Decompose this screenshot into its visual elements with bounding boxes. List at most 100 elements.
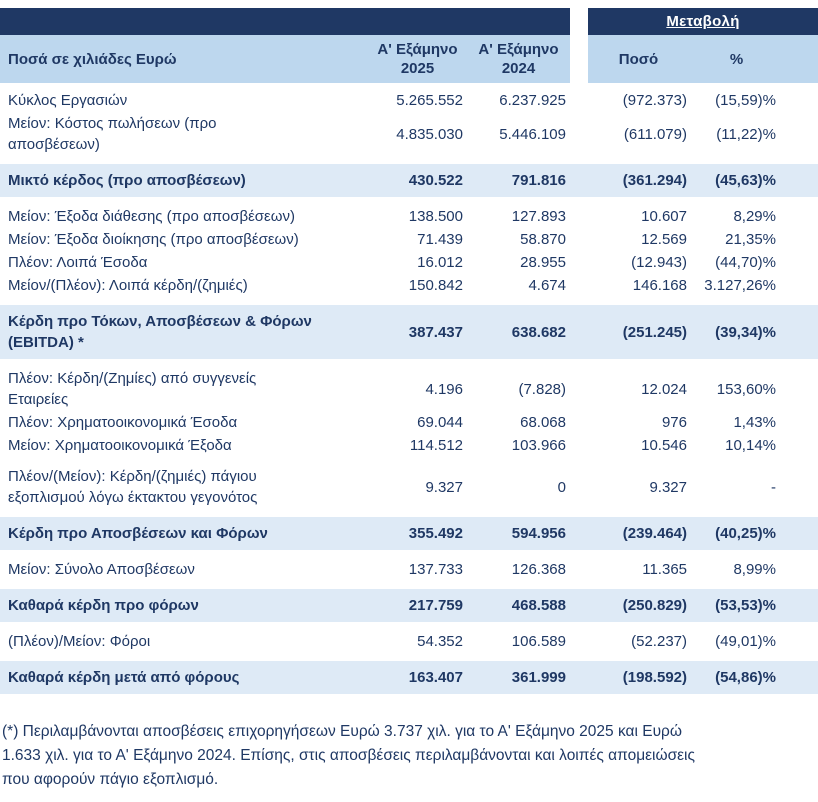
column-gap (570, 558, 588, 581)
table-header: Μεταβολή Ποσά σε χιλιάδες Ευρώ Α' Εξάμην… (0, 8, 818, 89)
value-2025: 430.522 (368, 164, 467, 197)
change-amount: 11.365 (642, 561, 687, 578)
column-gap (570, 89, 588, 112)
change-percent: 3.127,26% (704, 277, 776, 294)
row-label: Μείον: Κόστος πωλήσεων (προ αποσβέσεων) (8, 115, 217, 153)
table-row: Μείον: Κόστος πωλήσεων (προ αποσβέσεων) 4… (0, 112, 818, 156)
row-spacer (0, 297, 818, 305)
row-spacer-cell (0, 694, 818, 702)
row-spacer-cell (0, 653, 818, 661)
table-row: Πλέον: Κέρδη/(Ζημίες) από συγγενείς Εται… (0, 367, 818, 411)
value-2024: (7.828) (518, 380, 566, 398)
column-gap (570, 589, 588, 622)
value-2025: 217.759 (368, 589, 467, 622)
table-row: Κύκλος Εργασιών 5.265.552 6.237.925 (972.37… (0, 89, 818, 112)
value-2024: 127.893 (511, 208, 566, 225)
change-percent: 8,29% (733, 208, 776, 225)
row-spacer (0, 622, 818, 630)
row-spacer (0, 457, 818, 465)
row-label: Μείον: Σύνολο Αποσβέσεων (8, 561, 195, 578)
change-amount: (12.943) (631, 254, 687, 271)
row-spacer-cell (0, 156, 818, 164)
change-percent: (11,22)% (716, 125, 776, 143)
table-body: Κύκλος Εργασιών 5.265.552 6.237.925 (972.37… (0, 89, 818, 702)
table-row: Πλέον: Χρηματοοικονομικά Έσοδα 69.044 68.0… (0, 411, 818, 434)
change-amount: (198.592) (588, 661, 695, 694)
column-gap (570, 164, 588, 197)
row-label: (Πλέον)/Μείον: Φόροι (8, 633, 151, 650)
row-label: Μείον: Χρηματοοικονομικά Έξοδα (8, 437, 232, 454)
table-row: Πλέον/(Μείον): Κέρδη/(ζημιές) πάγιου εξο… (0, 465, 818, 509)
value-2025: 54.352 (417, 633, 463, 650)
row-label: Κύκλος Εργασιών (8, 92, 128, 109)
column-gap (570, 35, 588, 89)
column-gap (570, 305, 588, 359)
col-header-period-2024: Α' Εξάμηνο 2024 (467, 35, 570, 89)
change-amount: 12.024 (641, 380, 687, 398)
table-row: Μείον/(Πλέον): Λοιπά κέρδη/(ζημιές) 150.8… (0, 274, 818, 297)
column-gap (570, 434, 588, 457)
value-2025: 163.407 (368, 661, 467, 694)
value-2025: 4.196 (425, 380, 463, 398)
income-statement-table: Μεταβολή Ποσά σε χιλιάδες Ευρώ Α' Εξάμην… (0, 8, 818, 702)
column-gap (570, 661, 588, 694)
row-label: Πλέον: Λοιπά Έσοδα (8, 254, 148, 271)
row-spacer (0, 156, 818, 164)
change-percent: (40,25)% (695, 517, 818, 550)
change-percent: 8,99% (733, 561, 776, 578)
value-2024: 4.674 (528, 277, 566, 294)
row-label: Καθαρά κέρδη προ φόρων (0, 589, 368, 622)
row-label: Κέρδη προ Τόκων, Αποσβέσεων & Φόρων (EBI… (0, 305, 368, 359)
total-row: Κέρδη προ Αποσβέσεων και Φόρων 355.492 594… (0, 517, 818, 550)
column-gap (570, 228, 588, 251)
change-percent: (39,34)% (695, 305, 818, 359)
row-spacer (0, 359, 818, 367)
total-row: Κέρδη προ Τόκων, Αποσβέσεων & Φόρων (EBI… (0, 305, 818, 359)
row-spacer-cell (0, 550, 818, 558)
change-amount: (361.294) (588, 164, 695, 197)
column-gap (570, 251, 588, 274)
value-2024: 0 (557, 478, 566, 496)
change-amount: (239.464) (588, 517, 695, 550)
change-amount: (972.373) (622, 92, 687, 109)
change-amount: 12.569 (641, 231, 687, 248)
col-header-period-2025: Α' Εξάμηνο 2025 (368, 35, 467, 89)
change-percent: (53,53)% (695, 589, 818, 622)
col-header-change-percent: % (695, 35, 818, 89)
table-row: Μείον: Έξοδα διοίκησης (προ αποσβέσεων) 7… (0, 228, 818, 251)
value-2025: 387.437 (368, 305, 467, 359)
change-percent: (44,70)% (715, 254, 776, 271)
column-header-row: Ποσά σε χιλιάδες Ευρώ Α' Εξάμηνο 2025 Α'… (0, 35, 818, 89)
table-row: Μείον: Έξοδα διάθεσης (προ αποσβέσεων) 13… (0, 205, 818, 228)
row-spacer (0, 509, 818, 517)
change-percent: (54,86)% (695, 661, 818, 694)
row-label: Πλέον: Κέρδη/(Ζημίες) από συγγενείς Εται… (8, 370, 257, 408)
value-2025: 355.492 (368, 517, 467, 550)
column-gap (570, 274, 588, 297)
total-row: Μικτό κέρδος (προ αποσβέσεων) 430.522 791.… (0, 164, 818, 197)
change-amount: (251.245) (588, 305, 695, 359)
row-label: Μείον: Έξοδα διοίκησης (προ αποσβέσεων) (8, 231, 299, 248)
change-amount: (611.079) (623, 125, 687, 143)
row-label: Πλέον: Χρηματοοικονομικά Έσοδα (8, 414, 238, 431)
table-row: Μείον: Σύνολο Αποσβέσεων 137.733 126.368 11… (0, 558, 818, 581)
column-gap (570, 630, 588, 653)
value-2024: 468.588 (467, 589, 570, 622)
table-row: Πλέον: Λοιπά Έσοδα 16.012 28.955 (12.943) (4… (0, 251, 818, 274)
change-percent: 153,60% (716, 380, 776, 398)
change-percent: 1,43% (733, 414, 776, 431)
change-percent: - (771, 478, 776, 496)
row-spacer (0, 581, 818, 589)
change-percent: 10,14% (725, 437, 776, 454)
row-spacer-cell (0, 457, 818, 465)
value-2025: 138.500 (408, 208, 463, 225)
row-spacer (0, 550, 818, 558)
value-2025: 5.265.552 (396, 92, 463, 109)
total-row: Καθαρά κέρδη προ φόρων 217.759 468.588 (250… (0, 589, 818, 622)
header-column-gap (570, 8, 588, 35)
total-row: Καθαρά κέρδη μετά από φόρους 163.407 361.9… (0, 661, 818, 694)
column-gap (570, 465, 588, 509)
row-label: Πλέον/(Μείον): Κέρδη/(ζημιές) πάγιου εξο… (8, 468, 258, 506)
change-amount: (250.829) (588, 589, 695, 622)
